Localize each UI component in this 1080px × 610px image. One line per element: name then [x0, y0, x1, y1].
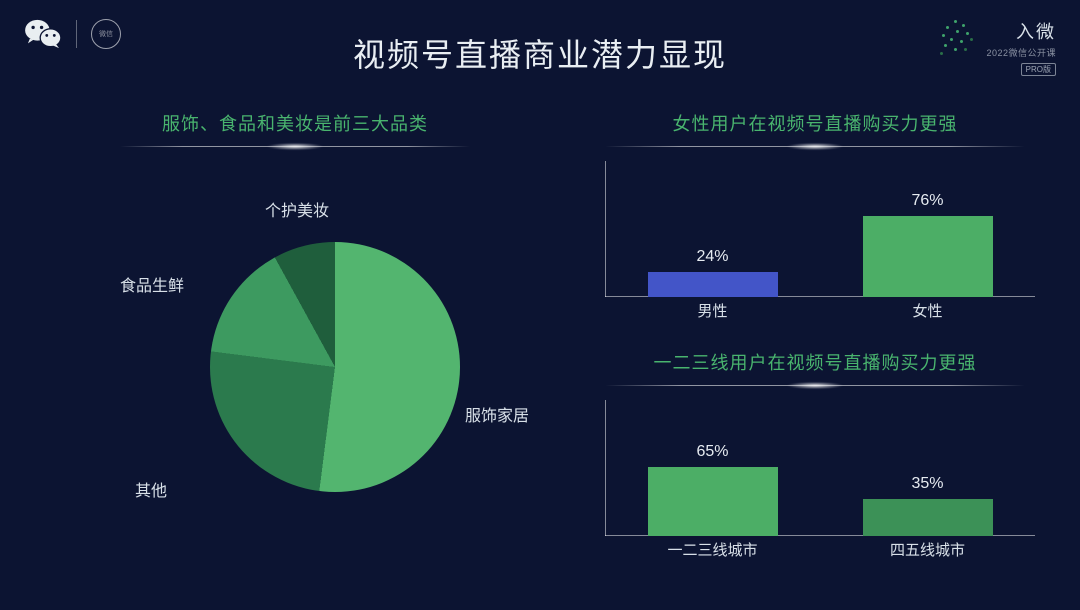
bar [648, 272, 778, 297]
pie-slice-label: 服饰家居 [465, 402, 529, 426]
bar [648, 467, 778, 536]
bar-item: 24% [648, 248, 778, 297]
bar-item: 35% [863, 475, 993, 536]
page-title: 视频号直播商业潜力显现 [0, 30, 1080, 76]
bar1-title: 女性用户在视频号直播购买力更强 [585, 110, 1045, 136]
bar-category-label: 一二三线城市 [648, 539, 778, 560]
bars-container: 65% 35% [605, 400, 1035, 536]
bar [863, 216, 993, 297]
title-underline [120, 146, 470, 147]
pie-slice-label: 其他 [135, 477, 167, 501]
bar-panel-gender: 女性用户在视频号直播购买力更强 24% 76% 男性 女性 [585, 110, 1045, 321]
pie-panel: 服饰、食品和美妆是前三大品类 服饰家居其他 食品生鲜 个护美妆 [60, 110, 530, 547]
bar-category-label: 女性 [863, 300, 993, 321]
title-underline [605, 385, 1025, 386]
bar-item: 76% [863, 192, 993, 297]
bar-category-label: 四五线城市 [863, 539, 993, 560]
pie-slice-label: 食品生鲜 [120, 272, 184, 296]
pie-chart: 服饰家居其他 食品生鲜 个护美妆 [60, 187, 530, 547]
title-underline [605, 146, 1025, 147]
bars-container: 24% 76% [605, 161, 1035, 297]
bar-value-label: 35% [911, 475, 943, 493]
bar [863, 499, 993, 536]
bar-value-label: 65% [696, 443, 728, 461]
bar2-title: 一二三线用户在视频号直播购买力更强 [585, 349, 1045, 375]
bar-value-label: 76% [911, 192, 943, 210]
pie-section-title: 服饰、食品和美妆是前三大品类 [60, 110, 530, 136]
bar-value-label: 24% [696, 248, 728, 266]
bar-labels: 男性 女性 [605, 300, 1035, 321]
bar-category-label: 男性 [648, 300, 778, 321]
bar-panel-city: 一二三线用户在视频号直播购买力更强 65% 35% 一二三线城市 四五线城市 [585, 349, 1045, 560]
pie-graphic [210, 242, 460, 492]
bar-chart-gender: 24% 76% 男性 女性 [605, 161, 1035, 321]
pie-slice-label: 个护美妆 [265, 197, 329, 221]
bar-item: 65% [648, 443, 778, 536]
bar-chart-city: 65% 35% 一二三线城市 四五线城市 [605, 400, 1035, 560]
bar-labels: 一二三线城市 四五线城市 [605, 539, 1035, 560]
